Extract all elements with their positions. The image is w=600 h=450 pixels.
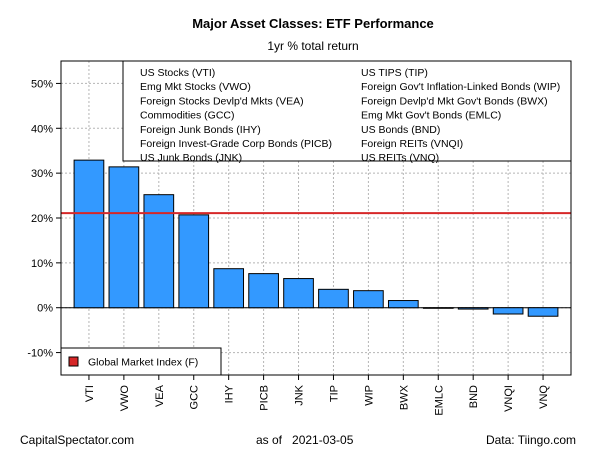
reference-legend-swatch bbox=[68, 356, 79, 367]
bar-picb bbox=[248, 273, 279, 309]
axes: -10% 0% 10% 20% 30% 40% 50% VTI VWO VEA GCC IHY PICB… bbox=[27, 78, 550, 415]
asset-legend-entry: US Bonds (BND) bbox=[361, 124, 440, 136]
y-tick-label: 0% bbox=[37, 303, 53, 315]
asset-legend-entry: Commodities (GCC) bbox=[140, 110, 235, 122]
bar-vea bbox=[143, 194, 175, 309]
x-tick-label: VEA bbox=[154, 384, 166, 407]
asset-legend-entry: US Stocks (VTI) bbox=[140, 67, 215, 79]
bar-tip bbox=[318, 288, 349, 309]
x-tick-label: VNQ bbox=[538, 385, 550, 409]
footer-date: 2021-03-05 bbox=[292, 433, 354, 447]
asset-legend-entry: Foreign Invest-Grade Corp Bonds (PICB) bbox=[140, 138, 332, 150]
bar-vti bbox=[73, 159, 105, 309]
bar-bnd bbox=[457, 307, 489, 310]
chart-title: Major Asset Classes: ETF Performance bbox=[192, 16, 434, 31]
x-tick-label: VTI bbox=[84, 385, 96, 402]
x-tick-label: VNQI bbox=[503, 385, 515, 412]
reference-legend-label: Global Market Index (F) bbox=[88, 357, 198, 369]
footer-as-of: as of 2021-03-05 bbox=[256, 433, 354, 447]
y-tick-label: 50% bbox=[31, 78, 53, 90]
asset-legend-entry: US Junk Bonds (JNK) bbox=[140, 152, 242, 164]
footer-source: CapitalSpectator.com bbox=[20, 433, 134, 447]
asset-legend-entry: Foreign Devlp'd Mkt Gov't Bonds (BWX) bbox=[361, 95, 548, 107]
x-tick-label: EMLC bbox=[433, 385, 445, 416]
bar-bwx bbox=[387, 300, 419, 309]
bar-vwo bbox=[108, 166, 140, 309]
asset-legend-entry: Foreign Gov't Inflation-Linked Bonds (WI… bbox=[361, 81, 560, 93]
asset-legend-entry: Foreign Stocks Devlp'd Mkts (VEA) bbox=[140, 95, 304, 107]
bar-vnqi bbox=[492, 307, 524, 315]
y-tick-label: 20% bbox=[31, 213, 53, 225]
x-tick-label: WIP bbox=[363, 385, 375, 406]
asset-legend-entry: US REITs (VNQ) bbox=[361, 152, 439, 164]
bars bbox=[73, 159, 559, 317]
asset-legend-entry: US TIPS (TIP) bbox=[361, 67, 428, 79]
bar-vnq bbox=[527, 307, 559, 317]
bar-gcc bbox=[178, 214, 210, 309]
asset-legend-entry: Emg Mkt Stocks (VWO) bbox=[140, 81, 251, 93]
x-tick-label: IHY bbox=[224, 384, 236, 403]
y-tick-label: -10% bbox=[27, 348, 53, 360]
reference-legend-box bbox=[60, 347, 222, 376]
x-tick-label: BND bbox=[468, 385, 480, 408]
bar-ihy bbox=[213, 268, 245, 309]
bar-wip bbox=[353, 290, 384, 309]
x-tick-label: JNK bbox=[294, 384, 306, 405]
asset-legend-box bbox=[122, 60, 572, 162]
y-tick-label: 30% bbox=[31, 168, 53, 180]
y-tick-label: 10% bbox=[31, 258, 53, 270]
x-tick-label: PICB bbox=[259, 385, 271, 411]
x-tick-label: VWO bbox=[119, 385, 131, 412]
x-tick-label: TIP bbox=[328, 385, 340, 402]
x-tick-label: BWX bbox=[398, 384, 410, 410]
footer-data-credit: Data: Tiingo.com bbox=[486, 433, 576, 447]
x-tick-label: GCC bbox=[189, 385, 201, 410]
legend: US Stocks (VTI) Emg Mkt Stocks (VWO) Forei… bbox=[60, 60, 572, 376]
asset-legend-entry: Foreign REITs (VNQI) bbox=[361, 138, 463, 150]
bar-emlc bbox=[422, 307, 454, 309]
bar-jnk bbox=[283, 278, 314, 309]
footer-as-of-label: as of bbox=[256, 433, 283, 447]
asset-legend-entry: Emg Mkt Gov't Bonds (EMLC) bbox=[361, 110, 501, 122]
y-tick-label: 40% bbox=[31, 123, 53, 135]
asset-legend-entry: Foreign Junk Bonds (IHY) bbox=[140, 124, 261, 136]
chart-subtitle: 1yr % total return bbox=[267, 39, 358, 53]
